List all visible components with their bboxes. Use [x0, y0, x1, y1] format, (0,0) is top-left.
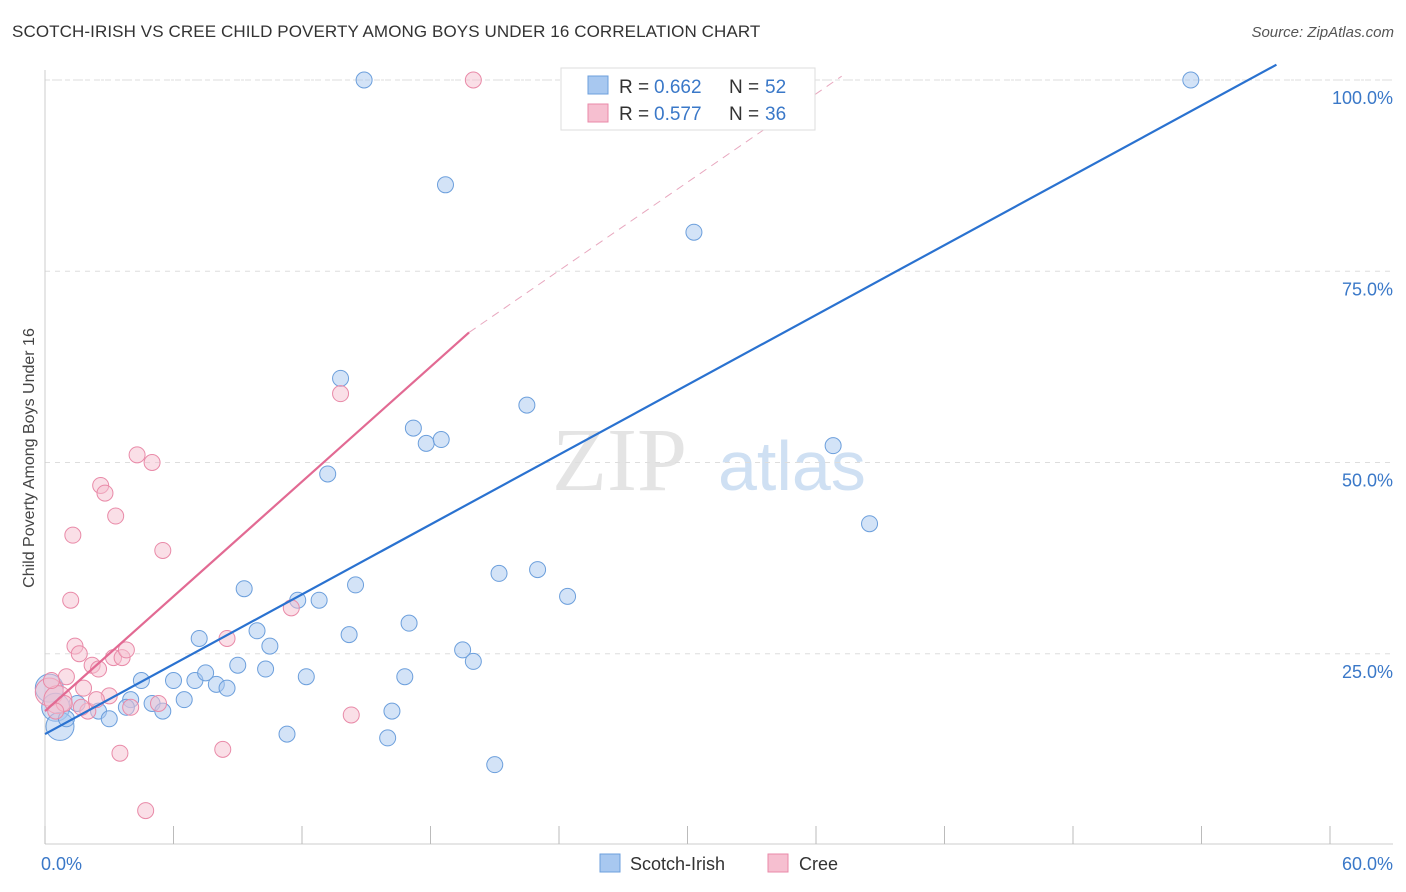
scotch-irish-trend-line	[44, 63, 1277, 736]
legend-n-label: N =	[729, 104, 759, 125]
scotch-irish-point	[404, 419, 422, 437]
cree-point	[154, 541, 172, 559]
scotch-irish-point	[1182, 71, 1200, 89]
scotch-irish-point	[319, 465, 337, 483]
legend-r-label: R =	[619, 104, 649, 125]
y-tick-label: 100.0%	[1332, 88, 1393, 108]
scotch-irish-point	[486, 756, 504, 774]
scotch-irish-point	[432, 431, 450, 449]
cree-point	[75, 679, 93, 697]
cree-point	[64, 526, 82, 544]
legend-bottom: Scotch-Irish Cree	[599, 853, 838, 874]
cree-point	[96, 484, 114, 502]
scotch-irish-point	[218, 679, 236, 697]
cree-point	[42, 672, 60, 690]
scotch-irish-point	[229, 656, 247, 674]
legend-top: R = 0.662 N = 52 R = 0.577 N = 36	[560, 67, 816, 131]
scotch-irish-point	[297, 668, 315, 686]
y-tick-label: 75.0%	[1342, 279, 1393, 299]
scotch-irish-point	[861, 515, 879, 533]
legend-r-value: 0.662	[654, 77, 702, 98]
scotch-irish-point	[261, 637, 279, 655]
scotch-irish-point	[332, 369, 350, 387]
scotch-irish-point	[235, 580, 253, 598]
scotch-irish-point	[197, 664, 215, 682]
legend-swatch-pink	[587, 103, 609, 123]
x-tick-label: 0.0%	[41, 854, 82, 874]
legend-bottom-label-scotch-irish: Scotch-Irish	[630, 854, 725, 874]
scotch-irish-point	[100, 710, 118, 728]
scotch-irish-point	[396, 668, 414, 686]
scotch-irish-point	[559, 587, 577, 605]
legend-bottom-swatch-blue	[599, 853, 621, 873]
scotch-irish-point	[347, 576, 365, 594]
cree-point	[111, 744, 129, 762]
y-tick-label: 50.0%	[1342, 471, 1393, 491]
scotch-irish-point	[190, 629, 208, 647]
x-tick-label: 60.0%	[1342, 854, 1393, 874]
scotch-irish-point	[383, 702, 401, 720]
scotch-irish-point	[278, 725, 296, 743]
scotch-irish-point	[685, 223, 703, 241]
legend-bottom-swatch-pink	[767, 853, 789, 873]
legend-r-label: R =	[619, 77, 649, 98]
legend-r-value: 0.577	[654, 104, 702, 125]
cree-point	[332, 385, 350, 403]
cree-trend-line	[44, 331, 470, 712]
scotch-irish-point	[175, 691, 193, 709]
scotch-irish-point	[310, 591, 328, 609]
watermark-atlas: atlas	[718, 427, 866, 505]
axes: 25.0% 50.0% 75.0% 100.0% 0.0% 60.0%	[41, 70, 1393, 874]
scotch-irish-point	[824, 437, 842, 455]
cree-point	[70, 645, 88, 663]
cree-point	[150, 694, 168, 712]
scotch-irish-point	[355, 71, 373, 89]
cree-point	[107, 507, 125, 525]
scotch-irish-point	[436, 176, 454, 194]
scotch-irish-point	[165, 672, 182, 690]
scotch-irish-point	[529, 561, 547, 579]
watermark-zip: ZIP	[552, 411, 687, 510]
source-credit: Source: ZipAtlas.com	[1251, 24, 1394, 41]
scotch-irish-point	[490, 564, 508, 582]
scotch-irish-point	[464, 652, 482, 670]
scotch-irish-point	[417, 434, 435, 452]
y-tick-label: 25.0%	[1342, 662, 1393, 682]
trend-lines	[44, 63, 1277, 736]
legend-item-scotch-irish: R = 0.662 N = 52	[587, 75, 786, 98]
scotch-irish-point	[248, 622, 266, 640]
scotch-irish-point	[400, 614, 418, 632]
cree-point	[128, 446, 146, 464]
scotch-irish-point	[257, 660, 275, 678]
cree-point	[72, 698, 90, 716]
scotch-irish-point	[518, 396, 536, 414]
legend-n-value: 52	[765, 77, 786, 98]
legend-swatch-blue	[587, 75, 609, 95]
cree-point	[143, 454, 161, 471]
legend-n-label: N =	[729, 77, 759, 98]
cree-point	[464, 71, 482, 89]
legend-item-cree: R = 0.577 N = 36	[587, 103, 786, 125]
scotch-irish-point	[340, 626, 358, 644]
scotch-irish-point	[454, 641, 472, 659]
legend-n-value: 36	[765, 104, 786, 125]
y-axis-label: Child Poverty Among Boys Under 16	[21, 328, 38, 588]
scotch-irish-point	[379, 729, 397, 747]
cree-point	[137, 802, 155, 820]
cree-point	[214, 740, 232, 758]
cree-point	[122, 698, 140, 716]
cree-point	[117, 641, 135, 659]
data-points	[34, 71, 1200, 820]
cree-trend-extension	[468, 75, 842, 333]
legend-bottom-label-cree: Cree	[799, 854, 838, 874]
cree-point	[342, 706, 360, 724]
cree-point	[47, 702, 65, 720]
chart-title: SCOTCH-IRISH VS CREE CHILD POVERTY AMONG…	[12, 22, 761, 41]
cree-point	[62, 591, 80, 609]
cree-point	[57, 668, 75, 686]
